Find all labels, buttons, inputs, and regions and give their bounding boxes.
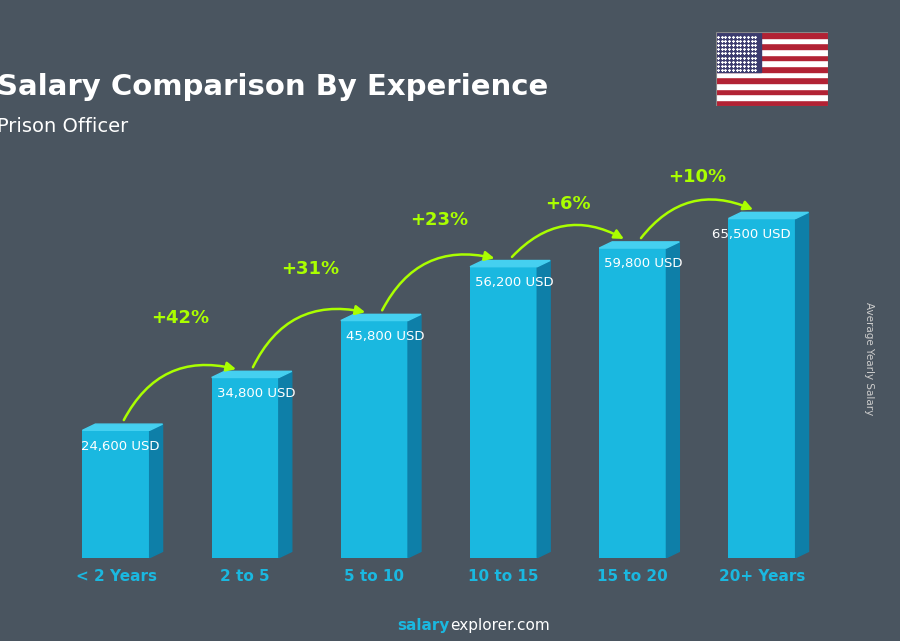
Polygon shape bbox=[149, 424, 163, 558]
Text: +10%: +10% bbox=[669, 169, 726, 187]
Bar bbox=[716, 83, 828, 88]
Text: 65,500 USD: 65,500 USD bbox=[712, 228, 790, 241]
FancyBboxPatch shape bbox=[470, 267, 537, 558]
Polygon shape bbox=[599, 242, 680, 248]
Polygon shape bbox=[83, 424, 163, 430]
Bar bbox=[716, 78, 828, 83]
Polygon shape bbox=[728, 212, 808, 219]
Bar bbox=[716, 32, 828, 38]
Bar bbox=[716, 49, 828, 54]
Text: salary: salary bbox=[398, 619, 450, 633]
Bar bbox=[716, 32, 760, 72]
Text: 45,800 USD: 45,800 USD bbox=[346, 330, 425, 343]
Bar bbox=[716, 72, 828, 78]
Polygon shape bbox=[212, 371, 292, 378]
Text: 59,800 USD: 59,800 USD bbox=[605, 258, 683, 271]
Text: Prison Officer: Prison Officer bbox=[0, 117, 128, 137]
Polygon shape bbox=[341, 314, 421, 320]
FancyBboxPatch shape bbox=[83, 430, 149, 558]
Text: explorer.com: explorer.com bbox=[450, 619, 550, 633]
Bar bbox=[716, 60, 828, 66]
Bar bbox=[716, 44, 828, 49]
Polygon shape bbox=[279, 371, 292, 558]
Bar bbox=[716, 100, 828, 106]
Bar bbox=[716, 94, 828, 100]
Polygon shape bbox=[470, 260, 550, 267]
FancyBboxPatch shape bbox=[212, 378, 279, 558]
Text: Salary Comparison By Experience: Salary Comparison By Experience bbox=[0, 73, 548, 101]
Text: +23%: +23% bbox=[410, 212, 468, 229]
Polygon shape bbox=[796, 212, 808, 558]
FancyBboxPatch shape bbox=[599, 248, 666, 558]
Polygon shape bbox=[666, 242, 680, 558]
Text: 24,600 USD: 24,600 USD bbox=[81, 440, 159, 453]
Bar bbox=[716, 38, 828, 44]
Text: +42%: +42% bbox=[151, 309, 210, 328]
Polygon shape bbox=[408, 314, 421, 558]
Bar bbox=[716, 54, 828, 60]
Text: +31%: +31% bbox=[281, 260, 339, 278]
Polygon shape bbox=[537, 260, 550, 558]
Text: 34,800 USD: 34,800 USD bbox=[217, 387, 295, 400]
FancyBboxPatch shape bbox=[341, 320, 408, 558]
Text: Average Yearly Salary: Average Yearly Salary bbox=[863, 303, 874, 415]
Bar bbox=[716, 88, 828, 94]
Text: 56,200 USD: 56,200 USD bbox=[475, 276, 554, 289]
Text: +6%: +6% bbox=[545, 196, 591, 213]
FancyBboxPatch shape bbox=[728, 219, 796, 558]
Bar bbox=[716, 66, 828, 72]
